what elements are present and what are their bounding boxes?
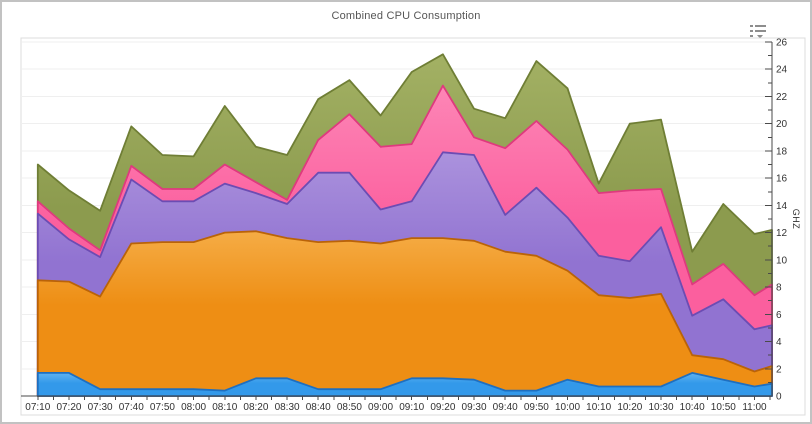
- y-axis-title: GHZ: [791, 209, 801, 230]
- y-tick-label: 14: [776, 201, 788, 212]
- x-tick-label: 08:50: [337, 402, 362, 413]
- y-tick-label: 12: [776, 228, 788, 239]
- x-tick-label: 07:20: [56, 402, 81, 413]
- y-tick-label: 24: [776, 65, 788, 76]
- x-tick-label: 10:50: [711, 402, 736, 413]
- x-tick-label: 10:10: [586, 402, 611, 413]
- chart-menu-icon[interactable]: [750, 25, 766, 39]
- x-tick-label: 07:40: [119, 402, 144, 413]
- x-tick-label: 09:00: [368, 402, 393, 413]
- x-tick-label: 08:20: [243, 402, 268, 413]
- x-tick-label: 09:20: [430, 402, 455, 413]
- y-tick-label: 8: [776, 283, 782, 294]
- x-tick-label: 09:50: [524, 402, 549, 413]
- x-tick-label: 09:40: [493, 402, 518, 413]
- y-tick-label: 26: [776, 38, 788, 49]
- series-area-blue[interactable]: [36, 371, 773, 397]
- y-tick-label: 0: [776, 392, 782, 403]
- x-tick-label: 10:20: [617, 402, 642, 413]
- y-tick-label: 4: [776, 337, 782, 348]
- x-tick-label: 08:00: [181, 402, 206, 413]
- y-tick-label: 22: [776, 92, 788, 103]
- x-tick-label: 10:30: [648, 402, 673, 413]
- x-tick-label: 08:40: [306, 402, 331, 413]
- x-tick-label: 10:40: [680, 402, 705, 413]
- x-tick-label: 07:30: [88, 402, 113, 413]
- plot-panel-border: [20, 37, 806, 416]
- x-tick-label: 08:30: [275, 402, 300, 413]
- x-tick-label: 09:30: [462, 402, 487, 413]
- x-tick-label: 07:50: [150, 402, 175, 413]
- y-tick-label: 16: [776, 174, 788, 185]
- y-tick-label: 18: [776, 146, 788, 157]
- x-tick-label: 07:10: [25, 402, 50, 413]
- x-tick-label: 09:10: [399, 402, 424, 413]
- x-tick-label: 08:10: [212, 402, 237, 413]
- y-tick-label: 2: [776, 364, 782, 375]
- y-tick-label: 10: [776, 255, 788, 266]
- chart-menu-icon-glyph: [750, 25, 766, 39]
- chart-title: Combined CPU Consumption: [331, 10, 481, 22]
- y-tick-label: 6: [776, 310, 782, 321]
- series-area-orange[interactable]: [36, 230, 773, 397]
- x-tick-label: 10:00: [555, 402, 580, 413]
- x-tick-label: 11:00: [742, 402, 767, 413]
- y-tick-label: 20: [776, 119, 788, 130]
